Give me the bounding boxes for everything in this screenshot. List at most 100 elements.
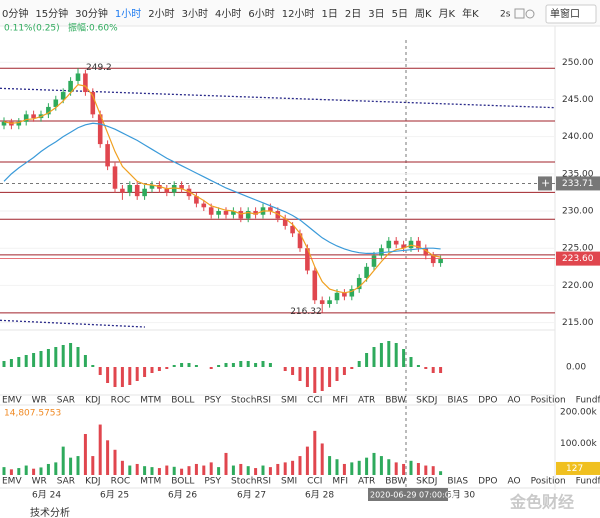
- indicator-tab[interactable]: Fundflow: [576, 477, 600, 487]
- window-label[interactable]: 单窗口: [550, 7, 580, 20]
- candle-body: [356, 277, 362, 290]
- macd-bar: [439, 367, 443, 373]
- candle-body: [216, 211, 221, 215]
- indicator-tab[interactable]: EMV: [2, 396, 22, 406]
- indicator-tab[interactable]: MTM: [140, 396, 161, 406]
- timeframe-tab[interactable]: 30分钟: [75, 7, 108, 20]
- timeframe-tab[interactable]: 3日: [368, 9, 384, 20]
- y-tick-label: 245.00: [562, 95, 594, 105]
- indicator-tab[interactable]: SKDJ: [416, 396, 437, 406]
- candle-body: [194, 196, 199, 204]
- indicator-tab[interactable]: PSY: [204, 396, 221, 406]
- indicator-tab[interactable]: AO: [508, 396, 521, 406]
- indicator-tab[interactable]: KDJ: [85, 396, 101, 406]
- indicator-tab[interactable]: Position: [531, 477, 566, 487]
- candle-body: [430, 255, 436, 264]
- indicator-tab[interactable]: SAR: [57, 477, 75, 487]
- indicator-tab[interactable]: BIAS: [447, 477, 468, 487]
- indicator-tab[interactable]: KDJ: [85, 477, 101, 487]
- date-label: 6月 27: [237, 490, 266, 501]
- indicator-tab[interactable]: MTM: [140, 477, 161, 487]
- indicator-tab[interactable]: BOLL: [171, 477, 194, 487]
- settings-icon[interactable]: [525, 9, 535, 19]
- indicator-tab[interactable]: BBW: [385, 477, 406, 487]
- macd-bar: [239, 361, 243, 367]
- indicator-tab[interactable]: SKDJ: [416, 477, 437, 487]
- timeframe-tab[interactable]: 0分钟: [2, 7, 28, 20]
- volume-bar: [46, 463, 50, 475]
- macd-bar: [157, 367, 161, 371]
- add-button[interactable]: [538, 176, 552, 191]
- timeframe-tab[interactable]: 2小时: [148, 8, 174, 20]
- candle-body: [164, 188, 170, 193]
- timeframe-tab[interactable]: 15分钟: [35, 7, 68, 20]
- volume-bar: [387, 459, 391, 475]
- indicator-tab[interactable]: Position: [531, 396, 566, 406]
- indicator-tab[interactable]: WR: [32, 396, 47, 406]
- indicator-tab[interactable]: SMI: [281, 477, 297, 487]
- indicator-tab[interactable]: BOLL: [171, 396, 194, 406]
- indicator-tab[interactable]: ROC: [111, 396, 131, 406]
- timeframe-tab[interactable]: 5日: [392, 9, 408, 20]
- candle-body: [90, 92, 96, 115]
- candle-body: [334, 292, 340, 301]
- indicator-tab[interactable]: BIAS: [447, 396, 468, 406]
- indicator-tab[interactable]: ATR: [358, 396, 375, 406]
- volume-bar: [194, 463, 198, 475]
- indicator-tab[interactable]: MFI: [332, 477, 348, 487]
- indicator-tab[interactable]: StochRSI: [231, 477, 271, 487]
- timeframe-tab[interactable]: 12小时: [282, 8, 315, 20]
- macd-bar: [231, 363, 235, 367]
- fullscreen-icon[interactable]: [514, 8, 525, 19]
- indicator-tab[interactable]: BBW: [385, 396, 406, 406]
- candle-body: [282, 218, 288, 226]
- indicator-tab[interactable]: DPO: [478, 477, 497, 487]
- volume-bar: [157, 468, 161, 475]
- timeframe-tab[interactable]: 周K: [415, 8, 432, 20]
- volume-bar: [217, 467, 221, 475]
- last-price-box: [556, 251, 600, 266]
- candle-body: [53, 99, 59, 107]
- timeframe-tab[interactable]: 6小时: [248, 8, 274, 20]
- y-tick-label: 240.00: [562, 132, 594, 142]
- indicator-tab[interactable]: StochRSI: [231, 396, 271, 406]
- indicator-tab[interactable]: CCI: [307, 396, 322, 406]
- indicator-tab[interactable]: AO: [508, 477, 521, 487]
- timeframe-tab[interactable]: 年K: [462, 7, 479, 20]
- timeframe-tab[interactable]: 4小时: [215, 8, 241, 20]
- timeframe-tab[interactable]: 1日: [321, 9, 337, 20]
- indicator-tab[interactable]: EMV: [2, 477, 22, 487]
- timeframe-tab[interactable]: 3小时: [182, 8, 208, 20]
- timeframe-tab[interactable]: 1小时: [115, 8, 141, 20]
- indicator-tab[interactable]: WR: [32, 477, 47, 487]
- macd-bar: [9, 359, 13, 367]
- volume-bar: [180, 468, 184, 475]
- volume-bar: [165, 465, 169, 475]
- indicator-tab[interactable]: CCI: [307, 477, 322, 487]
- candle-body: [416, 240, 421, 249]
- footer-tab[interactable]: 技术分析: [30, 506, 70, 518]
- indicator-tab[interactable]: MFI: [332, 396, 348, 406]
- volume-bar: [328, 456, 332, 475]
- indicator-tab[interactable]: SAR: [57, 396, 75, 406]
- window-select[interactable]: [545, 4, 597, 24]
- volume-bar: [305, 446, 309, 475]
- indicator-tab[interactable]: DPO: [478, 396, 497, 406]
- trend-line: [0, 319, 146, 328]
- date-label: 6月 28: [305, 490, 334, 501]
- indicator-tab[interactable]: PSY: [204, 477, 221, 487]
- macd-bar: [254, 363, 258, 367]
- indicator-tab[interactable]: ROC: [111, 477, 131, 487]
- macd-bar: [106, 367, 110, 383]
- refresh-rate[interactable]: 2s: [500, 10, 511, 20]
- volume-bar: [24, 465, 28, 475]
- macd-bar: [313, 367, 317, 393]
- indicator-tab[interactable]: ATR: [358, 477, 375, 487]
- toolbar: [0, 0, 600, 26]
- candle-body: [401, 244, 406, 249]
- timeframe-tab[interactable]: 2日: [345, 9, 361, 20]
- indicator-tab[interactable]: SMI: [281, 396, 297, 406]
- date-label: 6月 26: [168, 490, 197, 501]
- timeframe-tab[interactable]: 月K: [439, 8, 456, 20]
- indicator-tab[interactable]: Fundflow: [576, 396, 600, 406]
